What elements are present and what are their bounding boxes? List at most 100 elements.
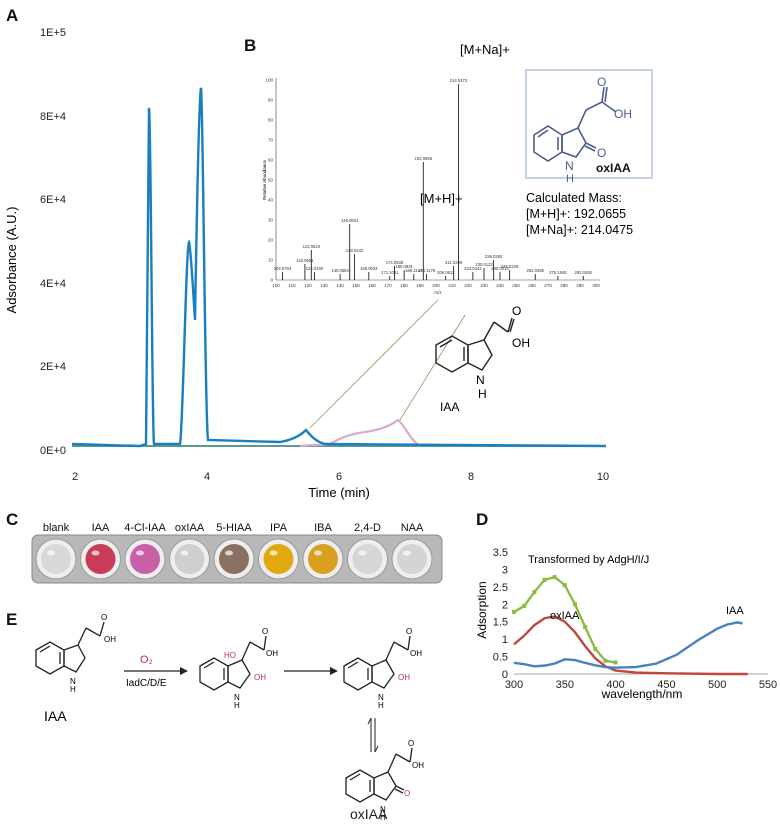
series-point bbox=[542, 577, 547, 582]
calc-mass-mh: [M+H]+: 192.0655 bbox=[526, 207, 626, 221]
well-label: oxIAA bbox=[175, 522, 205, 534]
ms-xtick: 220 bbox=[464, 283, 472, 288]
ms-peak-label: 158.0034 bbox=[360, 266, 378, 271]
series-line bbox=[513, 621, 743, 669]
series-point bbox=[532, 590, 537, 595]
scheme-iaa-oh: OH bbox=[104, 635, 116, 644]
panel-d-ytick: 0.5 bbox=[493, 652, 508, 664]
ms-peak-label: 118.0651 bbox=[296, 258, 314, 263]
ms-xtick: 170 bbox=[384, 283, 392, 288]
ms-ytick: 40 bbox=[268, 198, 274, 203]
well-fill bbox=[130, 544, 160, 574]
scheme-enol-n: N bbox=[378, 693, 384, 702]
ms-ytick: 30 bbox=[268, 218, 274, 223]
ms-xtick: 100 bbox=[272, 283, 280, 288]
oxiaa-o-top: O bbox=[597, 75, 606, 89]
ms-peak-label: 211.0299 bbox=[445, 260, 463, 265]
scheme-reagent-enzyme: IadC/D/E bbox=[126, 678, 167, 689]
panel-a-ytick: 2E+4 bbox=[40, 361, 66, 373]
scheme-enol-o: O bbox=[406, 627, 412, 636]
panel-a-xtick: 10 bbox=[597, 471, 609, 483]
iaa-trace bbox=[299, 418, 421, 448]
iaa-oh-label: OH bbox=[512, 336, 530, 350]
well-highlight bbox=[180, 550, 189, 556]
iaa-o-label: O bbox=[512, 304, 521, 318]
panel-d-xlabel: wavelength/nm bbox=[601, 687, 683, 700]
ms-ytick: 100 bbox=[265, 78, 273, 83]
ms-peak-label: 140.0684 bbox=[331, 268, 349, 273]
ms-xtick: 270 bbox=[544, 283, 552, 288]
ms-xtick: 190 bbox=[416, 283, 424, 288]
ms-peak-label: 214.0473 bbox=[450, 78, 468, 83]
panel-a-ytick: 0E+0 bbox=[40, 445, 66, 457]
ms-peak-label: 124.0190 bbox=[306, 266, 324, 271]
well-fill bbox=[219, 544, 249, 574]
ms-peak-label: 122.0610 bbox=[303, 244, 321, 249]
series-point bbox=[522, 604, 527, 609]
scheme-iaa-h: H bbox=[70, 685, 76, 694]
ms-xtick: 180 bbox=[400, 283, 408, 288]
ms-xtick: 250 bbox=[512, 283, 520, 288]
ms-peak-label: 230.0123 bbox=[475, 262, 493, 267]
scheme-diol-h: H bbox=[234, 701, 240, 710]
well-highlight bbox=[136, 550, 144, 556]
panel-a-xtick: 2 bbox=[72, 471, 78, 483]
series-point bbox=[593, 646, 598, 651]
oxiaa-name: oxIAA bbox=[596, 161, 631, 175]
ms-peak-label: 171.1051 bbox=[381, 270, 399, 275]
scheme-label-iaa: IAA bbox=[44, 708, 67, 724]
panel-d-ytick: 2.5 bbox=[493, 582, 508, 594]
well-highlight bbox=[314, 550, 322, 556]
panel-letter-a: A bbox=[6, 6, 19, 25]
ms-ytick: 10 bbox=[268, 258, 274, 263]
oxiaa-o-keto: O bbox=[597, 146, 606, 160]
scheme-enol-oh: OH bbox=[398, 673, 410, 682]
iaa-compound-label: IAA bbox=[440, 400, 459, 414]
ms-ytick: 0 bbox=[270, 278, 273, 283]
panel-d-xtick: 300 bbox=[505, 679, 523, 691]
calc-mass-title: Calculated Mass: bbox=[526, 191, 622, 205]
ms-xtick: 200 bbox=[432, 283, 440, 288]
ms-xtick: 290 bbox=[576, 283, 584, 288]
panel-a-ytick: 1E+5 bbox=[40, 27, 66, 39]
well-highlight bbox=[269, 550, 278, 556]
ms-peak-label: 194.1175 bbox=[418, 268, 436, 273]
calc-mass-mna: [M+Na]+: 214.0475 bbox=[526, 223, 633, 237]
ms-peak-label: 246.0229 bbox=[501, 264, 519, 269]
well-fill bbox=[308, 544, 338, 574]
well-fill bbox=[174, 544, 205, 574]
series-point bbox=[583, 624, 588, 629]
well-highlight bbox=[225, 550, 233, 556]
scheme-oxiaa-o-top: O bbox=[408, 739, 414, 748]
panel-a-ytick: 4E+4 bbox=[40, 278, 66, 290]
series-point bbox=[603, 658, 608, 663]
oxiaa-structure bbox=[533, 86, 617, 162]
scheme-diol-o: O bbox=[262, 627, 268, 636]
ms-ytick: 80 bbox=[268, 118, 274, 123]
panel-d-xtick: 450 bbox=[657, 679, 675, 691]
scheme-iaa-o: O bbox=[101, 613, 107, 622]
panel-d-ytick: 3.5 bbox=[493, 547, 508, 559]
series-point bbox=[572, 602, 577, 607]
panel-a-ytick: 8E+4 bbox=[40, 111, 66, 123]
ms-xtick: 260 bbox=[528, 283, 536, 288]
scheme-iaa-structure bbox=[35, 621, 105, 675]
ms-xtick: 160 bbox=[368, 283, 376, 288]
legend-iaa: IAA bbox=[726, 605, 744, 617]
well-fill bbox=[85, 544, 116, 574]
scheme-diol-oh: OH bbox=[254, 673, 266, 682]
panel-d-xtick: 500 bbox=[708, 679, 726, 691]
legend-oxiaa: oxIAA bbox=[550, 610, 580, 622]
ms-xtick: 280 bbox=[560, 283, 568, 288]
scheme-diol-n: N bbox=[234, 693, 240, 702]
scheme-label-oxiaa: oxIAA bbox=[350, 806, 388, 822]
panel-a-chromatogram: Adsorbance (A.U.) 0E+0 2E+4 4E+4 6E+4 8E… bbox=[4, 27, 609, 500]
panel-a-xtick: 6 bbox=[336, 471, 342, 483]
panel-a-ylabel: Adsorbance (A.U.) bbox=[4, 207, 19, 314]
ms-peak-label: 262.0385 bbox=[527, 268, 545, 273]
panel-d-xtick: 550 bbox=[759, 679, 777, 691]
scheme-diol-oh-acid: OH bbox=[266, 649, 278, 658]
oxiaa-trace bbox=[71, 87, 607, 448]
panel-d-ylabel: Adsorption bbox=[475, 581, 489, 638]
ms-xtick: 210 bbox=[448, 283, 456, 288]
